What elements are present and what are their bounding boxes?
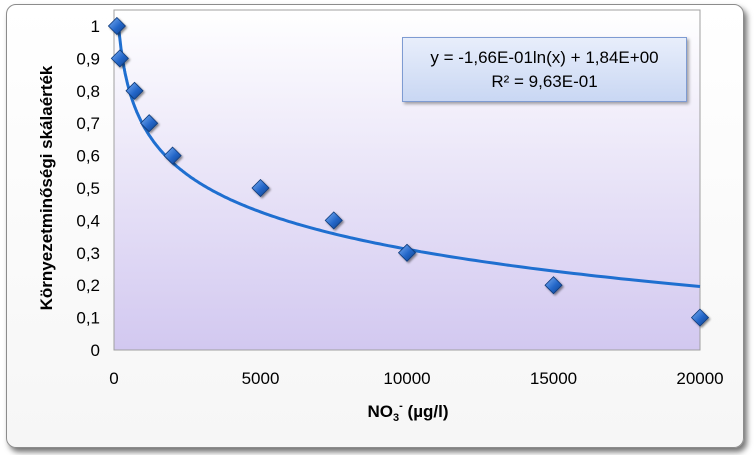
x-axis-title-main: NO bbox=[368, 402, 394, 421]
y-tick-label: 0,6 bbox=[76, 147, 100, 166]
data-point bbox=[125, 81, 144, 100]
y-tick-label: 0,8 bbox=[76, 82, 100, 101]
x-tick-label: 10000 bbox=[383, 369, 430, 388]
x-tick-label: 20000 bbox=[676, 369, 723, 388]
x-axis-title-superscript: - bbox=[399, 400, 403, 412]
data-markers bbox=[107, 16, 710, 327]
data-point bbox=[397, 243, 417, 262]
y-axis-title: Környezetminőségi skálaérték bbox=[37, 65, 56, 310]
x-axis-title: NO3- (µg/l) bbox=[368, 400, 449, 424]
data-point bbox=[251, 178, 270, 198]
data-point bbox=[110, 49, 129, 68]
trendline-equation-box: y = -1,66E-01ln(x) + 1,84E+00 R² = 9,63E… bbox=[402, 37, 687, 102]
y-tick-label: 0,7 bbox=[76, 114, 100, 133]
x-tick-label: 15000 bbox=[530, 369, 577, 388]
x-axis-ticks: 0 5000 10000 15000 20000 bbox=[109, 369, 723, 388]
trendline-equation: y = -1,66E-01ln(x) + 1,84E+00 bbox=[430, 47, 659, 67]
data-point bbox=[324, 211, 343, 230]
y-tick-label: 0,5 bbox=[76, 179, 100, 198]
y-tick-label: 0,1 bbox=[76, 309, 100, 328]
data-point bbox=[140, 114, 159, 133]
data-point bbox=[107, 16, 126, 36]
x-tick-label: 0 bbox=[109, 369, 118, 388]
x-axis-title-unit: (µg/l) bbox=[403, 402, 449, 421]
y-tick-label: 0,2 bbox=[76, 276, 100, 295]
y-tick-label: 0,9 bbox=[76, 49, 100, 68]
data-point bbox=[163, 146, 182, 165]
y-tick-label: 0,3 bbox=[76, 244, 100, 263]
y-tick-label: 1 bbox=[91, 17, 100, 36]
x-tick-label: 5000 bbox=[242, 369, 280, 388]
x-axis-title-subscript: 3 bbox=[393, 412, 399, 424]
data-point bbox=[690, 308, 710, 327]
y-tick-label: 0 bbox=[91, 341, 100, 360]
r-squared: R² = 9,63E-01 bbox=[491, 71, 598, 91]
y-axis-ticks: 0 0,1 0,2 0,3 0,4 0,5 0,6 0,7 0,8 0,9 1 bbox=[76, 17, 100, 360]
data-point bbox=[544, 276, 563, 295]
y-tick-label: 0,4 bbox=[76, 211, 100, 230]
